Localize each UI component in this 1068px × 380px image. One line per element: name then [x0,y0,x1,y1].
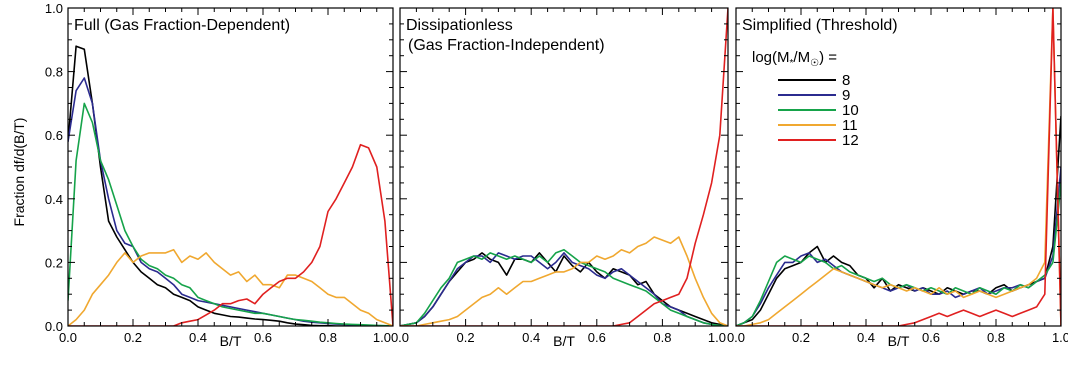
series-line-11 [68,248,393,326]
panel-title: Dissipationless [406,17,513,34]
series-line-8 [68,45,393,326]
series-line-10 [400,248,728,326]
plot-area [68,45,393,326]
y-tick-label: 0.6 [45,128,63,143]
x-tick-label: 0.8 [653,330,671,345]
x-tick-label: 0.6 [254,330,272,345]
plot-area [736,8,1061,326]
series-line-11 [736,8,1061,326]
x-tick-label: 1.0 [373,330,391,345]
series-line-12 [68,143,393,326]
y-tick-label: 0.8 [45,65,63,80]
x-tick-label: 0.2 [457,330,475,345]
x-tick-label: 0.8 [319,330,337,345]
series-line-9 [736,166,1061,326]
panel-1: 0.0 0.2 0.4 0.6 0.8 1.0 0.0 0.2 0.4 0.6 0.8 1.0 B/T F… [45,1,394,349]
series-line-9 [400,252,728,326]
plot-area [400,8,728,326]
x-tick-label: 0.2 [124,330,142,345]
y-tick-label: 0.4 [45,192,63,207]
x-tick-label: 0.4 [857,330,875,345]
x-tick-label: 0.0 [391,330,409,345]
series-line-11 [400,236,728,326]
x-tick-label: 0.0 [727,330,745,345]
series-line-10 [736,182,1061,326]
x-tick-label: 0.4 [522,330,540,345]
panel-2: 0.0 0.2 0.4 0.6 0.8 1.0 B/T Dissipationless (Gas… [391,7,729,349]
x-tick-label: 0.6 [922,330,940,345]
panel-3: 0.0 0.2 0.4 0.6 0.8 1.0 B/T Simplified (Thresho… [727,7,1068,349]
y-tick-label: 0.2 [45,255,63,270]
legend-title: log(M*/M☉) = [752,49,837,69]
x-axis-label: B/T [553,333,575,349]
x-tick-label: 0.6 [588,330,606,345]
series-line-12 [400,8,728,326]
panel-title: Full (Gas Fraction-Dependent) [74,17,290,34]
plot-frame [67,7,394,327]
series-line-10 [68,102,393,326]
x-axis-label: B/T [888,333,910,349]
x-tick-label: 1.0 [1052,330,1068,345]
x-tick-label: 1.0 [708,330,726,345]
y-tick-label: 0.0 [45,319,63,334]
panel-subtitle: (Gas Fraction-Independent) [408,37,605,54]
series-line-9 [68,77,393,326]
y-axis-label: Fraction df/d(B/T) [11,118,27,227]
legend-label-10: 10 [842,102,859,119]
legend-label-12: 12 [842,132,859,149]
series-line-12 [736,8,1061,326]
x-axis-label: B/T [220,333,242,349]
x-tick-label: 0.2 [792,330,810,345]
x-tick-label: 0.0 [59,330,77,345]
x-tick-label: 0.4 [189,330,207,345]
y-tick-label: 1.0 [45,1,63,16]
panels: 0.0 0.2 0.4 0.6 0.8 1.00.00.20.40.60.81.0B/TF… [45,1,1068,349]
legend-label-9: 9 [842,87,850,104]
legend-label-11: 11 [842,117,858,134]
legend-label-8: 8 [842,72,850,89]
series-line-8 [736,116,1061,326]
series-line-8 [400,252,728,326]
x-tick-label: 0.8 [987,330,1005,345]
panel-title: Simplified (Threshold) [742,17,898,34]
